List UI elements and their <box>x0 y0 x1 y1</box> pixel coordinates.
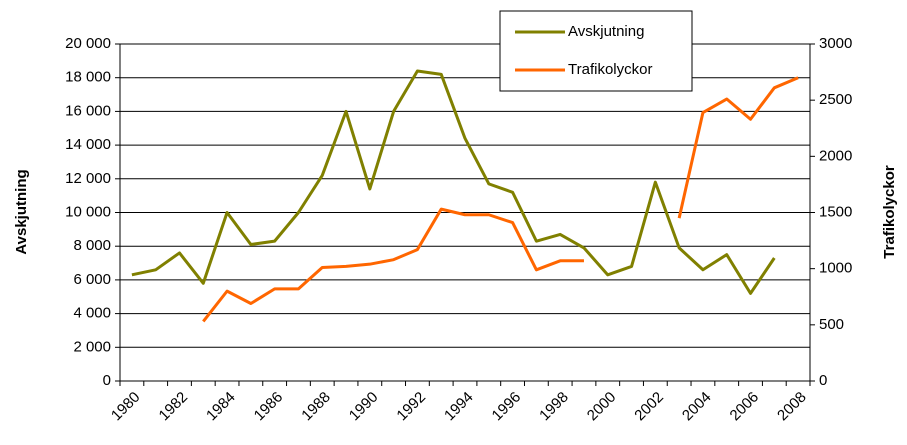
x-tick-label: 1996 <box>489 389 525 425</box>
series-line <box>131 69 776 295</box>
x-tick-label: 1992 <box>393 389 429 425</box>
y2-tick-label: 3000 <box>819 35 852 52</box>
x-tick-label: 1982 <box>155 389 191 425</box>
y-axis-label: Avskjutning <box>13 169 30 254</box>
legend-label: Trafikolyckor <box>568 61 652 78</box>
x-tick-label: 1984 <box>203 389 239 425</box>
legend-box <box>499 10 693 92</box>
x-tick-label: 2008 <box>774 389 810 425</box>
x-tick-label: 1986 <box>251 389 287 425</box>
series-line <box>202 76 799 323</box>
y2-tick-label: 2500 <box>819 91 852 108</box>
y-tick-label: 10 000 <box>65 203 111 220</box>
x-tick-label: 1980 <box>108 389 144 425</box>
y-tick-label: 14 000 <box>65 136 111 153</box>
x-tick-label: 2006 <box>727 389 763 425</box>
y2-tick-label: 2000 <box>819 147 852 164</box>
x-tick-label: 2000 <box>584 389 620 425</box>
y-tick-label: 0 <box>103 372 111 389</box>
y-tick-label: 12 000 <box>65 170 111 187</box>
y-tick-label: 6 000 <box>73 271 111 288</box>
x-tick-label: 2002 <box>631 389 667 425</box>
y2-tick-label: 500 <box>819 316 844 333</box>
y2-tick-label: 1500 <box>819 203 852 220</box>
x-tick-label: 1998 <box>536 389 572 425</box>
y-tick-label: 20 000 <box>65 35 111 52</box>
y-tick-label: 16 000 <box>65 102 111 119</box>
x-tick-label: 1990 <box>346 389 382 425</box>
y-tick-label: 8 000 <box>73 237 111 254</box>
y2-tick-label: 0 <box>819 372 827 389</box>
y-tick-label: 4 000 <box>73 305 111 322</box>
y2-tick-label: 1000 <box>819 260 852 277</box>
y2-axis-label: Trafikolyckor <box>881 165 898 259</box>
x-tick-label: 1994 <box>441 389 477 425</box>
y-tick-label: 18 000 <box>65 69 111 86</box>
x-tick-label: 2004 <box>679 389 715 425</box>
x-tick-label: 1988 <box>298 389 334 425</box>
y-tick-label: 2 000 <box>73 338 111 355</box>
legend-label: Avskjutning <box>568 23 644 40</box>
